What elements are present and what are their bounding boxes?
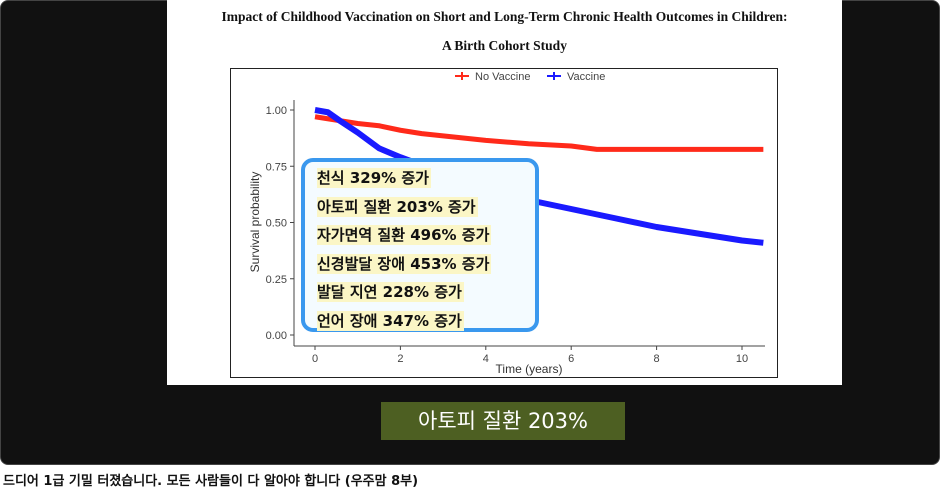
callout-line: 아토피 질환 203% 증가: [317, 196, 478, 217]
series-line-no-vaccine: [314, 114, 764, 152]
callout-line: 발달 지연 228% 증가: [317, 282, 464, 303]
x-axis-label: Time (years): [496, 362, 563, 376]
y-tick-label: 0.50: [266, 218, 287, 230]
legend-label: Vaccine: [567, 71, 605, 83]
x-tick-label: 2: [397, 353, 403, 365]
y-tick-label: 1.00: [266, 105, 287, 117]
callout-line: 언어 장애 347% 증가: [317, 310, 464, 331]
y-axis-label: Survival probability: [248, 172, 262, 273]
video-caption: 드디어 1급 기밀 터졌습니다. 모든 사람들이 다 알아야 합니다 (우주맘 …: [3, 474, 419, 489]
outcomes-callout: 천식 329% 증가 아토피 질환 203% 증가 자가면역 질환 496% 증…: [301, 158, 539, 332]
x-tick-label: 0: [312, 353, 318, 365]
y-tick-label: 0.25: [266, 274, 287, 286]
callout-line: 자가면역 질환 496% 증가: [317, 225, 492, 246]
x-tick-label: 6: [568, 353, 574, 365]
x-tick-label: 4: [483, 353, 489, 365]
subtitle-banner: 아토피 질환 203%: [381, 402, 625, 440]
legend-label: No Vaccine: [475, 71, 530, 83]
x-tick-label: 8: [654, 353, 660, 365]
callout-line: 신경발달 장애 453% 증가: [317, 253, 492, 274]
x-tick-label: 10: [736, 353, 748, 365]
y-tick-label: 0.00: [266, 330, 287, 342]
chart-title: Impact of Childhood Vaccination on Short…: [221, 9, 788, 24]
chart-subtitle: A Birth Cohort Study: [442, 38, 567, 53]
plot-frame: [230, 68, 778, 378]
y-tick-label: 0.75: [266, 161, 287, 173]
callout-line: 천식 329% 증가: [317, 168, 431, 188]
